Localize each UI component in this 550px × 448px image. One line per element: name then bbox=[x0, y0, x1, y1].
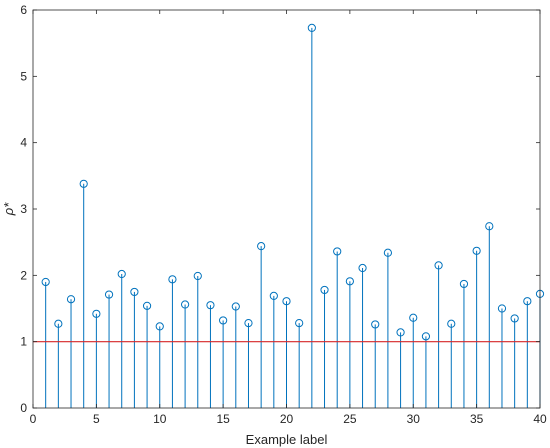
stem-marker bbox=[168, 275, 177, 284]
stem-marker bbox=[295, 318, 304, 328]
stem-marker bbox=[434, 261, 443, 270]
stem-marker bbox=[358, 263, 367, 273]
stem-marker bbox=[421, 332, 431, 341]
stem-marker bbox=[219, 316, 228, 325]
stem-marker bbox=[396, 328, 405, 337]
stem-marker bbox=[447, 319, 456, 328]
y-tick-label: 6 bbox=[20, 3, 27, 17]
stem-marker bbox=[117, 269, 126, 279]
y-tick-label: 4 bbox=[20, 136, 27, 150]
stem-marker bbox=[371, 320, 380, 329]
y-axis-label: ρ* bbox=[1, 202, 16, 216]
stem-marker bbox=[244, 318, 253, 328]
stem-marker bbox=[409, 313, 418, 322]
stem-marker bbox=[320, 285, 329, 295]
stem-marker bbox=[66, 295, 76, 304]
x-tick-label: 40 bbox=[533, 412, 547, 426]
y-tick-label: 3 bbox=[20, 202, 27, 216]
stem-marker bbox=[497, 304, 507, 313]
stem-marker bbox=[472, 246, 481, 255]
y-tick-label: 1 bbox=[20, 335, 27, 349]
x-tick-label: 30 bbox=[407, 412, 421, 426]
stem-marker bbox=[231, 302, 240, 311]
stem-marker bbox=[345, 277, 354, 286]
stem-marker bbox=[193, 271, 202, 281]
stem-marker bbox=[206, 301, 215, 310]
stem-marker bbox=[54, 319, 63, 328]
stem-marker bbox=[510, 314, 519, 323]
stem-marker bbox=[282, 297, 291, 306]
x-tick-label: 15 bbox=[216, 412, 230, 426]
stem-marker bbox=[257, 242, 266, 251]
x-tick-label: 10 bbox=[153, 412, 167, 426]
stem-marker bbox=[333, 247, 342, 256]
y-tick-label: 2 bbox=[20, 268, 27, 282]
x-tick-label: 35 bbox=[470, 412, 484, 426]
stem-marker bbox=[142, 301, 152, 310]
y-tick-label: 5 bbox=[20, 69, 27, 83]
stem-marker bbox=[383, 248, 392, 257]
stem-marker bbox=[485, 222, 494, 231]
stem-marker bbox=[269, 291, 278, 300]
stem-marker bbox=[307, 23, 316, 33]
stem-marker bbox=[92, 309, 101, 318]
y-tick-label: 0 bbox=[20, 401, 27, 415]
stem-marker bbox=[523, 297, 532, 306]
stem-marker bbox=[41, 277, 50, 287]
x-tick-label: 20 bbox=[280, 412, 294, 426]
x-tick-label: 25 bbox=[343, 412, 357, 426]
stem-marker bbox=[459, 279, 469, 289]
x-axis-ticks: 0 5 10 15 20 25 30 35 40 bbox=[30, 10, 547, 426]
markers-layer bbox=[41, 23, 545, 341]
stem-marker bbox=[79, 179, 88, 188]
stem-marker bbox=[181, 300, 190, 309]
stem-marker bbox=[155, 322, 164, 331]
x-tick-label: 5 bbox=[93, 412, 100, 426]
x-axis-label: Example label bbox=[246, 432, 328, 447]
stems-layer bbox=[45, 27, 541, 408]
x-tick-label: 0 bbox=[30, 412, 37, 426]
stem-marker bbox=[104, 290, 114, 299]
stem-marker bbox=[130, 287, 139, 297]
y-axis-ticks: 0 1 2 3 4 5 6 bbox=[20, 3, 540, 415]
